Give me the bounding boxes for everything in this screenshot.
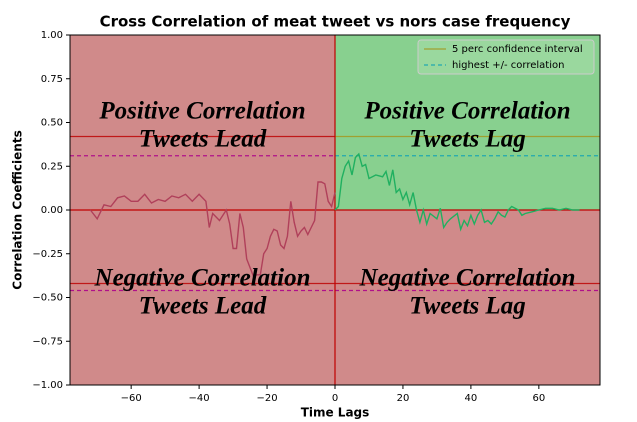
annotation: Positive Correlation [98, 98, 305, 125]
legend-box [417, 39, 595, 75]
annotation: Tweets Lead [139, 293, 267, 320]
x-tick-label: −60 [121, 393, 142, 404]
data-line [89, 181, 336, 278]
x-tick-label: 0 [332, 393, 338, 404]
annotation: Tweets Lag [409, 126, 525, 153]
y-axis-label: Correlation Coefficients [11, 130, 25, 289]
annotation: Tweets Lead [139, 126, 267, 153]
annotation: Negative Correlation [359, 265, 576, 292]
data-line [334, 152, 580, 232]
x-tick-label: −20 [256, 393, 277, 404]
y-tick-label: −0.75 [32, 336, 63, 347]
x-tick-label: 40 [465, 393, 478, 404]
y-tick-label: 0.75 [41, 74, 63, 85]
annotation: Positive Correlation [363, 98, 570, 125]
y-tick-label: −1.00 [32, 380, 63, 391]
annotation: Negative Correlation [94, 265, 311, 292]
y-tick-label: 0.25 [41, 161, 63, 172]
legend-label: 5 perc confidence interval [452, 44, 583, 55]
x-tick-label: 20 [397, 393, 410, 404]
y-tick-label: −0.50 [32, 293, 63, 304]
x-tick-label: 60 [532, 393, 545, 404]
x-axis-label: Time Lags [301, 406, 370, 420]
y-tick-label: −0.25 [32, 249, 63, 260]
y-tick-label: 0.00 [41, 205, 63, 216]
y-tick-label: 0.50 [41, 118, 63, 129]
x-tick-label: −40 [189, 393, 210, 404]
annotation: Tweets Lag [409, 293, 525, 320]
y-tick-label: 1.00 [41, 30, 63, 41]
legend-label: highest +/- correlation [452, 60, 564, 71]
chart-title: Cross Correlation of meat tweet vs nors … [100, 13, 571, 31]
